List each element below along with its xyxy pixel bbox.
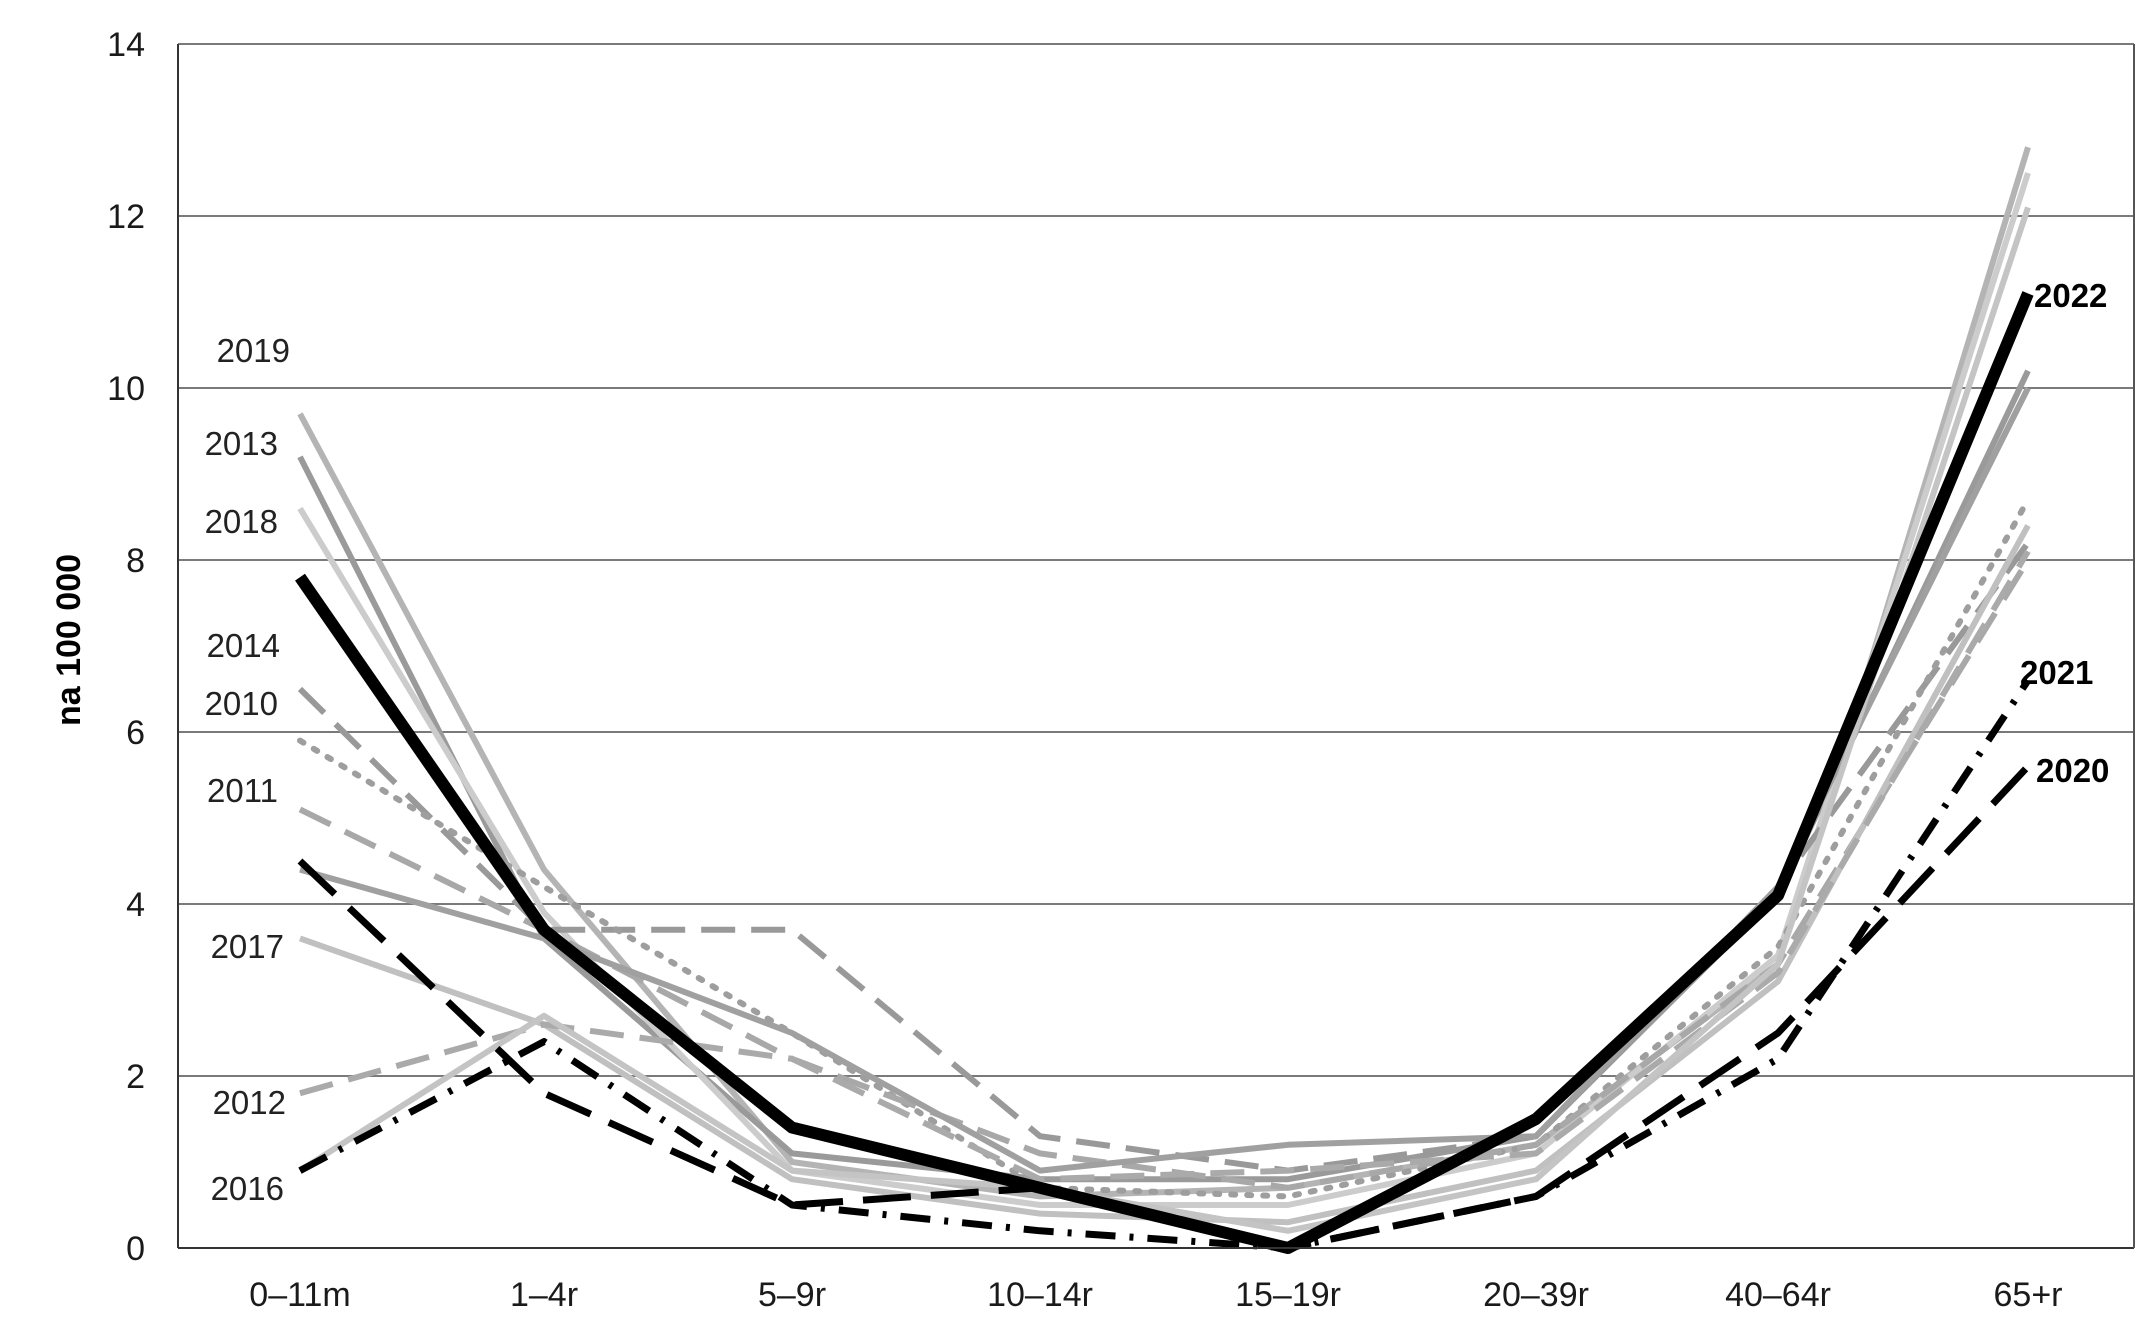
y-tick-label: 0 [126, 1230, 145, 1268]
series-line-2021 [298, 678, 2031, 1252]
series-label-2016: 2016 [211, 1170, 284, 1207]
x-tick-label: 20–39r [1483, 1276, 1589, 1314]
series-labels: 2019 2013 2018 2014 2010 2011 2017 2012 2016 2022… [205, 277, 2110, 1207]
series-label-2022: 2022 [2034, 277, 2107, 314]
y-tick-label: 10 [107, 370, 145, 408]
series-line-2022 [295, 291, 2034, 1254]
series-label-2019: 2019 [217, 332, 290, 369]
series-label-2013: 2013 [205, 425, 278, 462]
x-tick-label: 0–11m [249, 1276, 350, 1314]
y-tick-label: 12 [107, 198, 145, 236]
y-tick-label: 8 [126, 542, 145, 580]
series-label-2011: 2011 [207, 772, 278, 809]
series-line-2020 [297, 764, 2031, 1252]
y-tick-label: 4 [126, 886, 145, 924]
x-tick-label: 40–64r [1725, 1276, 1831, 1314]
series-line-2013 [297, 369, 2031, 1183]
series-label-2010: 2010 [205, 685, 278, 722]
series-lines [295, 146, 2034, 1254]
series-line-2011 [298, 558, 2031, 1191]
x-tick-label: 15–19r [1235, 1276, 1341, 1314]
series-label-2021: 2021 [2020, 654, 2093, 691]
x-tick-label: 10–14r [987, 1276, 1093, 1314]
grid [178, 43, 2134, 1077]
series-label-2018: 2018 [205, 503, 278, 540]
x-tick-label: 5–9r [758, 1276, 826, 1314]
series-line-2012 [299, 549, 2031, 1183]
series-label-2017: 2017 [211, 928, 284, 965]
series-label-2020: 2020 [2036, 752, 2109, 789]
series-label-2012: 2012 [213, 1084, 286, 1121]
x-tick-labels: 0–11m 1–4r 5–9r 10–14r 15–19r 20–39r 40–64r 65+… [249, 1276, 2062, 1314]
y-axis-label: na 100 000 [50, 554, 88, 726]
y-tick-label: 2 [126, 1058, 145, 1096]
plot-frame [177, 44, 2135, 1249]
series-line-2010 [297, 496, 2031, 1200]
y-tick-labels: 0 2 4 6 8 10 12 14 [107, 26, 145, 1268]
y-tick-label: 6 [126, 714, 145, 752]
series-line-2016 [298, 206, 2031, 1234]
x-tick-label: 1–4r [510, 1276, 578, 1314]
y-tick-label: 14 [107, 26, 145, 64]
series-label-2014: 2014 [207, 627, 280, 664]
series-line-2017 [299, 524, 2031, 1226]
x-tick-label: 65+r [1994, 1276, 2063, 1314]
